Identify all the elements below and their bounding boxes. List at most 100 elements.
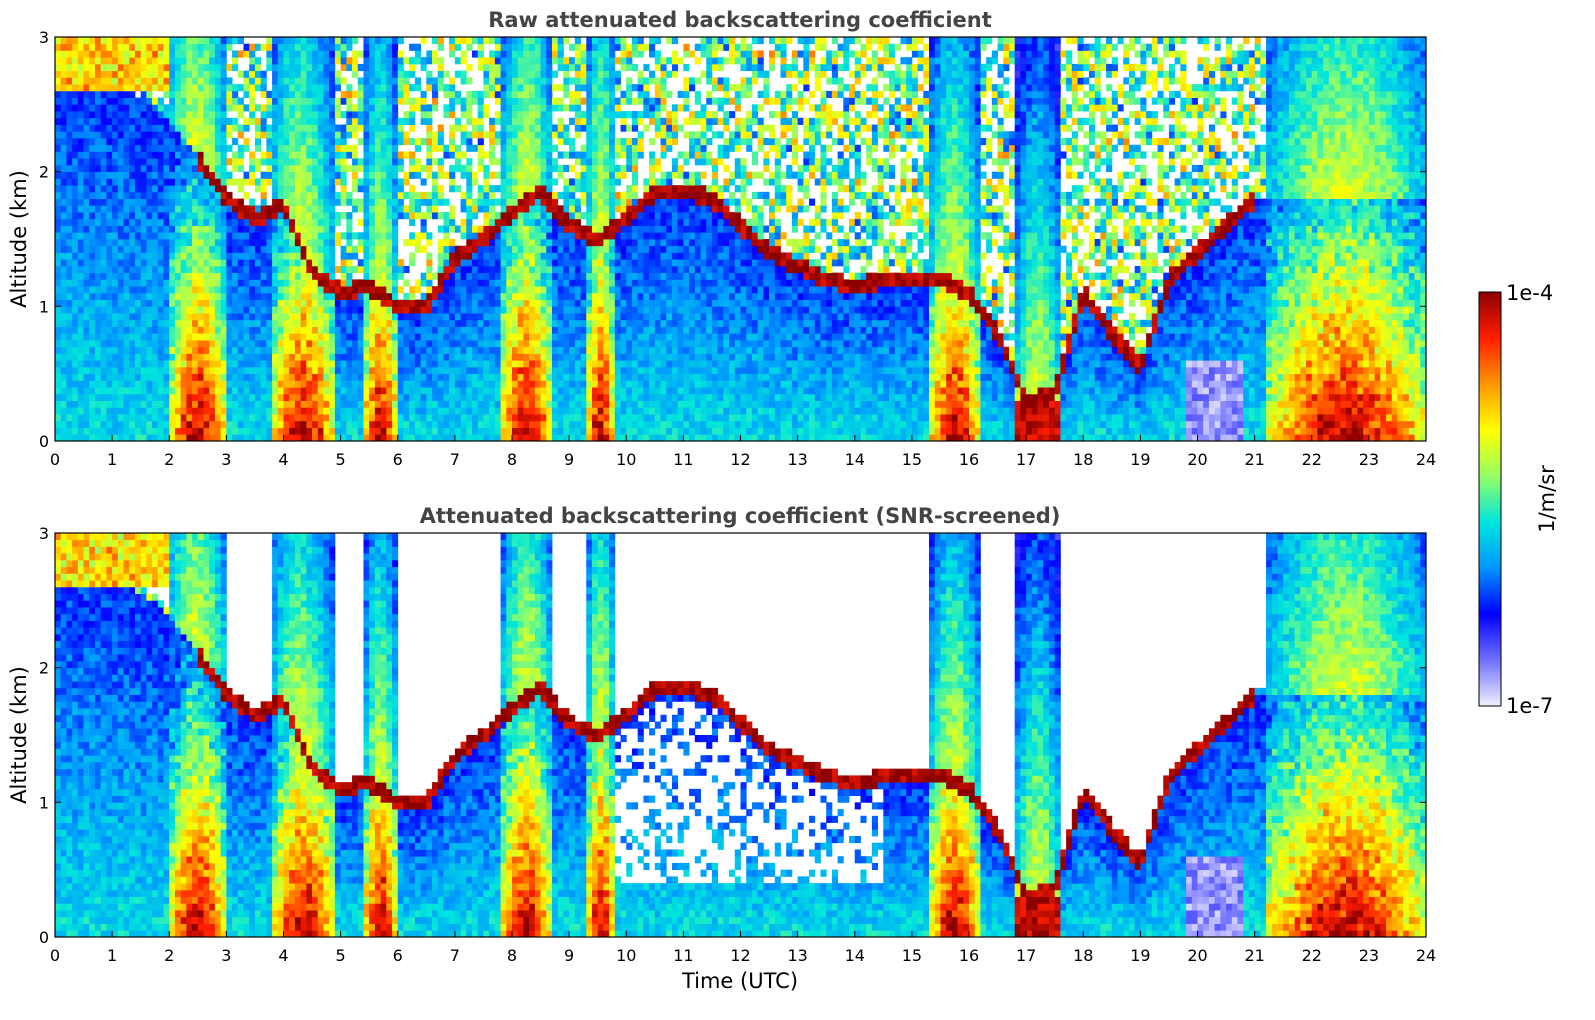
heatmap-cell [454,252,461,260]
heatmap-cell [403,400,410,408]
heatmap-cell [380,111,387,119]
heatmap-cell [100,218,107,226]
heatmap-cell [283,70,290,78]
heatmap-cell [392,239,399,247]
heatmap-cell [386,272,393,280]
heatmap-cell [300,326,307,334]
heatmap-cell [272,265,279,274]
heatmap-cell [192,279,199,287]
heatmap-cell [540,131,547,139]
heatmap-cell [312,387,319,395]
heatmap-cell [243,138,250,146]
heatmap-cell [220,427,227,435]
heatmap-cell [403,346,410,354]
heatmap-cell [312,299,319,307]
heatmap-cell [323,205,330,213]
heatmap-cell [534,37,541,45]
heatmap-cell [551,225,559,233]
heatmap-cell [180,252,187,260]
heatmap-cell [226,245,233,253]
heatmap-cell [494,272,501,280]
heatmap-cell [557,225,564,233]
heatmap-cell [512,225,519,233]
heatmap-cell [483,414,490,422]
heatmap-cell [460,286,467,294]
heatmap-cell [523,366,530,375]
heatmap-cell [272,366,279,375]
heatmap-cell [289,414,296,422]
heatmap-cell [529,151,536,159]
heatmap-cell [374,272,382,280]
heatmap-cell [169,232,176,240]
heatmap-cell [506,279,513,287]
heatmap-cell [237,178,244,186]
heatmap-cell [209,97,216,105]
heatmap-cell [557,279,564,287]
heatmap-cell [432,191,439,199]
heatmap-cell [334,57,342,65]
heatmap-cell [323,414,330,422]
heatmap-cell [243,117,250,125]
heatmap-cell [512,265,519,274]
heatmap-cell [289,158,296,166]
heatmap-cell [106,313,113,321]
heatmap-cell [540,326,547,334]
heatmap-cell [272,185,279,193]
heatmap-cell [323,326,330,334]
heatmap-cell [329,299,336,307]
heatmap-cell [483,299,490,307]
heatmap-cell [323,138,330,146]
heatmap-cell [517,212,524,220]
heatmap-cell [277,366,284,375]
heatmap-cell [214,104,222,112]
heatmap-cell [163,171,170,179]
heatmap-cell [146,360,153,368]
heatmap-cell [146,313,153,321]
heatmap-cell [494,326,501,334]
heatmap-cell [489,57,496,65]
heatmap-cell [214,366,222,375]
heatmap-cell [83,353,90,361]
heatmap-cell [540,427,547,435]
heatmap-cell [557,319,564,327]
heatmap-cell [197,57,204,65]
heatmap-cell [243,340,250,348]
heatmap-cell [506,420,513,428]
heatmap-cell [226,346,233,354]
heatmap-cell [334,333,342,341]
heatmap-cell [260,259,267,267]
heatmap-cell [66,50,73,58]
heatmap-cell [432,434,439,442]
heatmap-cell [174,340,182,348]
heatmap-cell [129,117,136,125]
heatmap-cell [266,279,273,287]
heatmap-cell [334,158,342,166]
heatmap-cell [117,225,124,233]
heatmap-cell [209,373,216,381]
heatmap-cell [369,43,376,51]
heatmap-cell [283,319,290,327]
heatmap-cell [546,63,553,72]
heatmap-cell [540,151,547,159]
heatmap-cell [89,90,96,98]
heatmap-cell [363,232,370,240]
heatmap-cell [203,131,210,139]
heatmap-cell [534,387,541,395]
heatmap-cell [134,286,142,294]
heatmap-cell [300,306,307,314]
heatmap-cell [140,63,147,72]
heatmap-cell [289,299,296,307]
heatmap-cell [157,43,164,51]
heatmap-cell [306,218,313,226]
heatmap-cell [209,346,216,354]
heatmap-cell [60,387,67,395]
heatmap-cell [186,164,193,173]
heatmap-cell [163,57,170,65]
heatmap-cell [283,131,290,139]
heatmap-cell [192,171,199,179]
heatmap-cell [460,414,467,422]
heatmap-cell [437,299,444,307]
heatmap-cell [260,340,267,348]
heatmap-cell [357,84,364,92]
heatmap-cell [357,340,364,348]
